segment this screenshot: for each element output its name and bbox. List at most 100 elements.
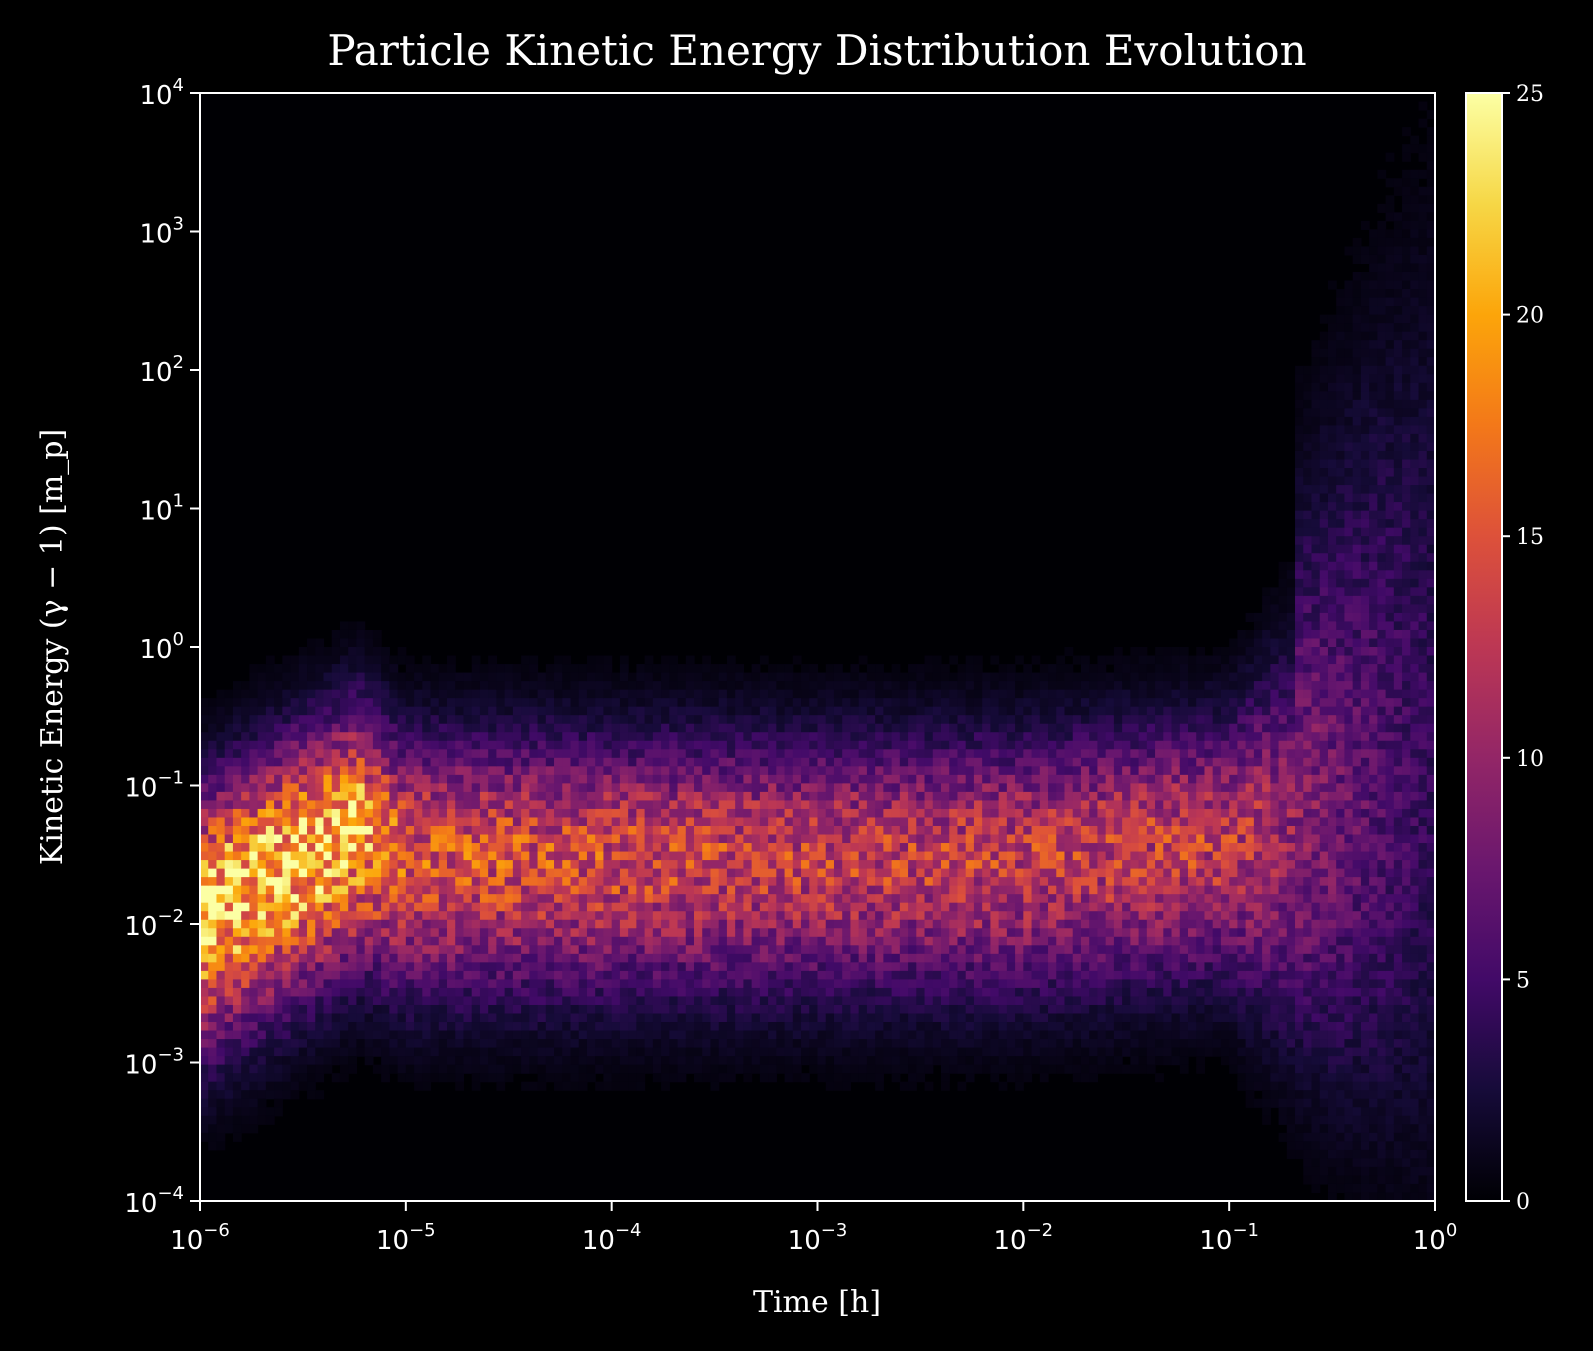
heatmap-cell	[908, 1064, 917, 1074]
heatmap-cell	[883, 868, 893, 878]
heatmap-cell	[759, 723, 769, 733]
heatmap-cell	[661, 672, 670, 682]
heatmap-cell	[759, 706, 769, 716]
heatmap-cell	[265, 979, 275, 989]
heatmap-cell	[562, 808, 572, 819]
heatmap-cell	[718, 1064, 728, 1074]
heatmap-cell	[249, 664, 259, 674]
heatmap-cell	[529, 996, 539, 1006]
heatmap-cell	[208, 868, 218, 878]
heatmap-cell	[908, 851, 917, 861]
heatmap-cell	[784, 723, 794, 733]
heatmap-cell	[949, 936, 959, 946]
heatmap-cell	[389, 843, 399, 853]
heatmap-cell	[265, 962, 275, 972]
heatmap-cell	[265, 749, 275, 759]
heatmap-cell	[809, 928, 819, 938]
heatmap-cell	[496, 766, 506, 776]
heatmap-cell	[479, 749, 489, 759]
heatmap-cell	[372, 808, 382, 819]
heatmap-cell	[932, 962, 942, 972]
heatmap-cell	[875, 681, 884, 691]
heatmap-cell	[562, 843, 572, 853]
heatmap-cell	[776, 740, 786, 750]
heatmap-cell	[817, 808, 827, 819]
heatmap-cell	[479, 681, 489, 691]
heatmap-cell	[768, 902, 777, 912]
heatmap-cell	[339, 723, 349, 733]
heatmap-cell	[1006, 1030, 1016, 1040]
heatmap-cell	[479, 1022, 489, 1032]
heatmap-cell	[339, 953, 349, 963]
heatmap-cell	[430, 698, 440, 708]
heatmap-cell	[422, 749, 432, 759]
heatmap-cell	[891, 783, 901, 793]
heatmap-cell	[694, 672, 703, 682]
heatmap-cell	[348, 1047, 358, 1057]
heatmap-cell	[356, 715, 366, 725]
heatmap-cell	[496, 774, 506, 784]
heatmap-cell	[265, 936, 275, 946]
heatmap-cell	[916, 996, 926, 1006]
heatmap-cell	[751, 1047, 761, 1057]
heatmap-cell	[307, 783, 316, 793]
heatmap-cell	[274, 757, 283, 767]
heatmap-cell	[817, 885, 827, 895]
heatmap-cell	[702, 894, 712, 904]
heatmap-cell	[463, 732, 473, 742]
heatmap-cell	[372, 817, 382, 827]
heatmap-cell	[521, 834, 530, 844]
heatmap-cell	[545, 970, 555, 980]
heatmap-cell	[932, 791, 942, 802]
heatmap-cell	[735, 945, 744, 955]
heatmap-cell	[891, 732, 901, 742]
heatmap-cell	[224, 970, 234, 980]
heatmap-cell	[331, 664, 341, 674]
heatmap-cell	[422, 1030, 432, 1040]
heatmap-cell	[265, 808, 275, 819]
heatmap-cell	[414, 1064, 423, 1074]
heatmap-cell	[455, 672, 465, 682]
heatmap-cell	[570, 723, 580, 733]
heatmap-cell	[685, 979, 695, 989]
heatmap-cell	[710, 664, 720, 674]
heatmap-cell	[941, 1047, 950, 1057]
heatmap-cell	[282, 1081, 292, 1091]
heatmap-cell	[899, 800, 909, 810]
heatmap-cell	[842, 1013, 852, 1023]
heatmap-cell	[364, 817, 374, 827]
heatmap-cell	[414, 1081, 423, 1091]
heatmap-cell	[479, 894, 489, 904]
heatmap-cell	[817, 987, 827, 998]
heatmap-cell	[776, 681, 786, 691]
heatmap-cell	[216, 851, 226, 861]
heatmap-cell	[801, 885, 810, 895]
heatmap-cell	[710, 732, 720, 742]
heatmap-cell	[957, 740, 967, 750]
heatmap-cell	[941, 987, 950, 998]
heatmap-cell	[339, 962, 349, 972]
heatmap-cell	[726, 945, 736, 955]
heatmap-cell	[290, 911, 300, 921]
heatmap-cell	[414, 800, 423, 810]
heatmap-cell	[274, 885, 283, 895]
heatmap-cell	[241, 1004, 250, 1015]
heatmap-cell	[982, 936, 991, 946]
heatmap-cell	[685, 723, 695, 733]
heatmap-cell	[603, 817, 613, 827]
heatmap-cell	[381, 766, 390, 776]
heatmap-cell	[512, 800, 522, 810]
heatmap-cell	[842, 1047, 852, 1057]
heatmap-cell	[364, 825, 374, 836]
heatmap-cell	[883, 945, 893, 955]
heatmap-cell	[908, 1073, 917, 1083]
heatmap-cell	[932, 1056, 942, 1066]
heatmap-cell	[479, 1030, 489, 1040]
heatmap-cell	[866, 928, 876, 938]
heatmap-cell	[677, 928, 687, 938]
heatmap-cell	[677, 911, 687, 921]
heatmap-cell	[455, 732, 465, 742]
heatmap-cell	[941, 911, 950, 921]
heatmap-cell	[644, 800, 654, 810]
heatmap-cell	[307, 740, 316, 750]
